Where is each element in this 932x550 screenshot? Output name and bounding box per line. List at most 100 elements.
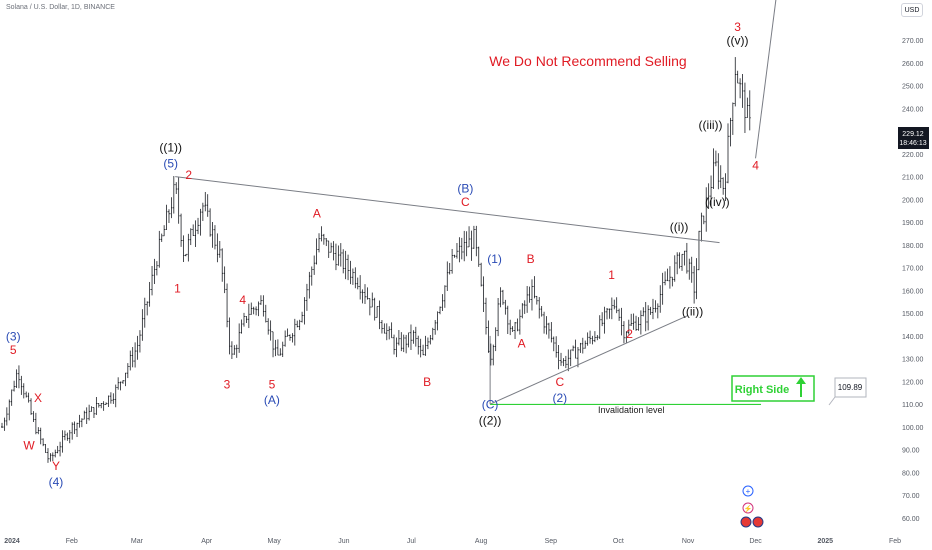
wave-label: (C)	[482, 398, 499, 412]
x-tick-label: Nov	[682, 538, 695, 545]
ohlc-bar	[482, 276, 485, 312]
ohlc-bar	[622, 321, 625, 344]
ohlc-bar	[630, 313, 633, 326]
ohlc-bar	[697, 230, 700, 271]
ohlc-bar	[8, 399, 11, 421]
wave-label: A	[518, 336, 526, 350]
lightning-icon[interactable]	[742, 502, 754, 514]
ohlc-bar	[419, 338, 422, 358]
ohlc-bar	[298, 319, 301, 331]
ohlc-bar	[366, 287, 369, 300]
ohlc-bar	[228, 317, 231, 355]
wave-label: (A)	[264, 393, 280, 407]
event-icons[interactable]: + ⚡	[740, 485, 764, 528]
ohlc-bar	[252, 306, 255, 315]
ohlc-bar	[436, 311, 439, 331]
ohlc-bar	[475, 225, 478, 257]
ohlc-bar	[528, 286, 531, 303]
ohlc-bar	[388, 326, 391, 340]
y-tick-label: 170.00	[902, 266, 924, 273]
ohlc-bar	[615, 297, 618, 314]
ohlc-bar	[30, 398, 33, 415]
ohlc-bar	[584, 340, 587, 349]
y-tick-label: 240.00	[902, 106, 924, 113]
ohlc-bar	[39, 427, 42, 445]
currency-button[interactable]: USD	[901, 3, 923, 17]
wave-label: 3	[734, 20, 741, 34]
ohlc-bar	[66, 432, 69, 441]
ohlc-bar	[598, 315, 601, 339]
ohlc-bar	[136, 335, 139, 360]
ohlc-bar	[424, 335, 427, 356]
x-tick-label: Apr	[201, 538, 213, 545]
upper-line[interactable]	[175, 176, 720, 244]
ohlc-bar	[322, 233, 325, 245]
ohlc-bar	[170, 197, 173, 219]
ohlc-bar	[443, 285, 446, 308]
x-tick-label: Jun	[338, 538, 349, 545]
y-tick-label: 270.00	[902, 38, 924, 45]
ohlc-bar	[376, 306, 379, 318]
ohlc-bar	[748, 90, 751, 131]
ohlc-bar	[325, 237, 328, 247]
ohlc-bar	[318, 233, 321, 253]
ohlc-bar	[71, 422, 74, 440]
wave-label: 4	[752, 159, 759, 173]
ohlc-bar	[3, 417, 6, 431]
ohlc-bar	[230, 341, 233, 360]
ohlc-bar	[439, 306, 442, 315]
ohlc-bar	[581, 337, 584, 354]
ohlc-bar	[397, 330, 400, 346]
flag-icon[interactable]	[752, 516, 764, 528]
ohlc-bar	[409, 324, 412, 351]
projection-line[interactable]	[755, 0, 778, 159]
ohlc-bar	[681, 253, 684, 271]
lower-line[interactable]	[489, 314, 689, 405]
flag-icon[interactable]	[740, 516, 752, 528]
ohlc-bar	[63, 430, 66, 441]
ohlc-bar	[480, 262, 483, 287]
ohlc-bar	[337, 245, 340, 266]
ohlc-bar	[468, 226, 471, 248]
ohlc-bar	[247, 303, 250, 329]
y-tick-label: 180.00	[902, 243, 924, 250]
invalidation-label: Invalidation level	[598, 405, 665, 415]
x-tick-label: Mar	[131, 538, 144, 545]
wave-label: (5)	[163, 156, 178, 170]
y-axis: 60.00 70.00 80.00 90.00 100.00 110.00 120.00 13…	[902, 38, 924, 523]
ohlc-bar	[620, 307, 623, 336]
ohlc-bar	[477, 246, 480, 267]
ohlc-bar	[124, 372, 127, 387]
x-axis: 2024 Feb Mar Apr May Jun Jul Aug Sep Oct Nov Dec 202…	[4, 538, 901, 545]
wave-label: (2)	[553, 391, 568, 405]
ohlc-bar	[310, 266, 313, 286]
ohlc-bar	[610, 297, 613, 320]
ohlc-bar	[465, 231, 468, 257]
ohlc-bar	[267, 318, 270, 335]
wave-label: ((i))	[670, 220, 689, 234]
ohlc-bar	[27, 392, 30, 403]
ohlc-bar	[90, 406, 93, 412]
ohlc-bar	[625, 331, 628, 343]
plus-icon[interactable]	[742, 485, 754, 497]
ohlc-bar	[165, 204, 168, 230]
ohlc-bar	[705, 187, 708, 232]
ohlc-bar	[15, 369, 18, 389]
ohlc-bar	[32, 411, 35, 423]
ohlc-bar	[719, 165, 722, 189]
ohlc-bar	[175, 182, 178, 194]
right-side-callout: Right Side	[731, 375, 815, 402]
ohlc-bar	[395, 337, 398, 358]
ohlc-bar	[649, 306, 652, 315]
ohlc-bar	[80, 418, 83, 428]
ohlc-bar	[129, 350, 132, 371]
ohlc-bar	[49, 453, 52, 462]
ohlc-bar	[180, 213, 183, 247]
y-tick-label: 190.00	[902, 220, 924, 227]
wave-label: 1	[174, 282, 181, 296]
ohlc-bar	[131, 347, 134, 368]
wave-label: ((iv))	[705, 195, 730, 209]
ohlc-bar	[695, 258, 698, 300]
ohlc-bar	[368, 298, 371, 316]
